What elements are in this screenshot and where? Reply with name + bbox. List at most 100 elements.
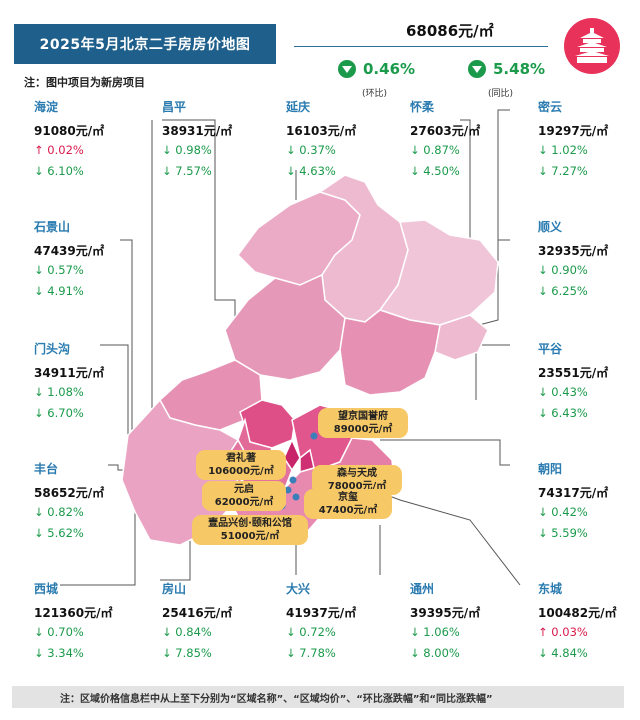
district-price: 39395元/㎡: [410, 606, 481, 620]
project-label: 元启 62000元/㎡: [202, 481, 286, 511]
project-label: 君礼著 106000元/㎡: [196, 450, 286, 480]
city-average-price: 68086元/㎡: [406, 22, 494, 40]
district-name: 怀柔: [410, 100, 435, 114]
district-mom: ↓ 1.06%: [410, 625, 460, 639]
district-price: 91080元/㎡: [34, 124, 105, 138]
district-price: 27603元/㎡: [410, 124, 481, 138]
district-panel-miyun: 密云 19297元/㎡ ↓ 1.02% ↓ 7.27%: [538, 98, 634, 182]
district-name: 东城: [538, 582, 563, 596]
district-panel-fengtai: 丰台 58652元/㎡ ↓ 0.82% ↓ 5.62%: [34, 460, 146, 544]
district-name: 丰台: [34, 462, 59, 476]
district-price: 74317元/㎡: [538, 486, 609, 500]
district-yoy: ↓ 4.84%: [538, 646, 588, 660]
district-yoy: ↓ 6.43%: [538, 406, 588, 420]
footer-note: 注：区域价格信息栏中从上至下分别为“区域名称”、“区域均价”、“环比涨跌幅”和“…: [12, 686, 624, 708]
district-yoy: ↓ 6.10%: [34, 164, 84, 178]
district-mom: ↓ 0.37%: [286, 143, 336, 157]
district-mom: ↓ 0.57%: [34, 263, 84, 277]
district-yoy: ↓ 4.50%: [410, 164, 460, 178]
district-panel-yanqing: 延庆 16103元/㎡ ↓ 0.37% ↓ 4.63%: [286, 98, 398, 182]
district-panel-chaoyang: 朝阳 74317元/㎡ ↓ 0.42% ↓ 5.59%: [538, 460, 634, 544]
district-price: 34911元/㎡: [34, 366, 105, 380]
region-shunyi: [339, 309, 441, 396]
district-yoy: ↓ 3.34%: [34, 646, 84, 660]
district-yoy: ↓ 8.00%: [410, 646, 460, 660]
district-name: 大兴: [286, 582, 311, 596]
map-title: 2025年5月北京二手房房价地图: [14, 24, 276, 64]
district-price: 58652元/㎡: [34, 486, 105, 500]
district-mom: ↓ 0.72%: [286, 625, 336, 639]
district-yoy: ↓ 4.91%: [34, 284, 84, 298]
district-panel-shunyi: 顺义 32935元/㎡ ↓ 0.90% ↓ 6.25%: [538, 218, 634, 302]
district-yoy: ↓ 5.62%: [34, 526, 84, 540]
city-yoy-value: 5.48%: [493, 60, 546, 78]
district-mom: ↑ 0.03%: [538, 625, 588, 639]
district-price: 41937元/㎡: [286, 606, 357, 620]
down-arrow-icon: [338, 60, 356, 78]
district-yoy: ↓ 4.63%: [286, 164, 336, 178]
district-panel-huairou: 怀柔 27603元/㎡ ↓ 0.87% ↓ 4.50%: [410, 98, 522, 182]
district-name: 平谷: [538, 342, 563, 356]
project-label: 京玺 47400元/㎡: [304, 489, 392, 519]
leader-lines: [60, 109, 521, 586]
district-name: 门头沟: [34, 342, 71, 356]
district-price: 19297元/㎡: [538, 124, 609, 138]
mom-caption: (环比): [362, 89, 388, 99]
district-price: 38931元/㎡: [162, 124, 233, 138]
district-yoy: ↓ 6.70%: [34, 406, 84, 420]
district-mom: ↓ 0.70%: [34, 625, 84, 639]
header-divider: [294, 46, 548, 47]
district-yoy: ↓ 7.85%: [162, 646, 212, 660]
district-yoy: ↓ 7.78%: [286, 646, 336, 660]
city-mom-value: 0.46%: [363, 60, 416, 78]
district-panel-daxing: 大兴 41937元/㎡ ↓ 0.72% ↓ 7.78%: [286, 580, 398, 664]
district-panel-dongcheng: 东城 100482元/㎡ ↑ 0.03% ↓ 4.84%: [538, 580, 634, 664]
district-mom: ↓ 1.02%: [538, 143, 588, 157]
project-label: 壹品兴创·颐和公馆 51000元/㎡: [192, 515, 308, 545]
district-name: 海淀: [34, 100, 59, 114]
district-name: 密云: [538, 100, 563, 114]
district-name: 昌平: [162, 100, 187, 114]
district-price: 100482元/㎡: [538, 606, 617, 620]
district-price: 23551元/㎡: [538, 366, 609, 380]
district-panel-changping: 昌平 38931元/㎡ ↓ 0.98% ↓ 7.57%: [162, 98, 274, 182]
district-name: 通州: [410, 582, 435, 596]
district-panel-xicheng: 西城 121360元/㎡ ↓ 0.70% ↓ 3.34%: [34, 580, 146, 664]
district-mom: ↓ 0.43%: [538, 385, 588, 399]
city-yoy-change: 5.48%: [468, 60, 545, 78]
district-mom: ↑ 0.02%: [34, 143, 84, 157]
project-label: 望京国誉府 89000元/㎡: [318, 408, 408, 438]
district-mom: ↓ 0.98%: [162, 143, 212, 157]
district-name: 房山: [162, 582, 187, 596]
district-panel-tongzhou: 通州 39395元/㎡ ↓ 1.06% ↓ 8.00%: [410, 580, 522, 664]
district-name: 朝阳: [538, 462, 563, 476]
district-yoy: ↓ 6.25%: [538, 284, 588, 298]
district-mom: ↓ 0.87%: [410, 143, 460, 157]
district-mom: ↓ 0.42%: [538, 505, 588, 519]
district-mom: ↓ 0.90%: [538, 263, 588, 277]
district-name: 石景山: [34, 220, 71, 234]
district-price: 121360元/㎡: [34, 606, 113, 620]
district-yoy: ↓ 7.57%: [162, 164, 212, 178]
district-name: 西城: [34, 582, 59, 596]
district-panel-fangshan: 房山 25416元/㎡ ↓ 0.84% ↓ 7.85%: [162, 580, 274, 664]
district-yoy: ↓ 5.59%: [538, 526, 588, 540]
district-mom: ↓ 1.08%: [34, 385, 84, 399]
city-mom-change: 0.46%: [338, 60, 415, 78]
district-price: 32935元/㎡: [538, 244, 609, 258]
yoy-caption: (同比): [488, 89, 514, 99]
district-name: 延庆: [286, 100, 311, 114]
district-panel-pinggu: 平谷 23551元/㎡ ↓ 0.43% ↓ 6.43%: [538, 340, 634, 424]
temple-logo-icon: [564, 18, 620, 74]
down-arrow-icon: [468, 60, 486, 78]
district-price: 16103元/㎡: [286, 124, 357, 138]
district-name: 顺义: [538, 220, 563, 234]
top-note: 注：图中项目为新房项目: [24, 76, 145, 89]
district-panel-shijingshan: 石景山 47439元/㎡ ↓ 0.57% ↓ 4.91%: [34, 218, 146, 302]
district-panel-mentougou: 门头沟 34911元/㎡ ↓ 1.08% ↓ 6.70%: [34, 340, 146, 424]
district-panel-haidian: 海淀 91080元/㎡ ↑ 0.02% ↓ 6.10%: [34, 98, 146, 182]
district-price: 25416元/㎡: [162, 606, 233, 620]
district-mom: ↓ 0.82%: [34, 505, 84, 519]
district-mom: ↓ 0.84%: [162, 625, 212, 639]
district-yoy: ↓ 7.27%: [538, 164, 588, 178]
